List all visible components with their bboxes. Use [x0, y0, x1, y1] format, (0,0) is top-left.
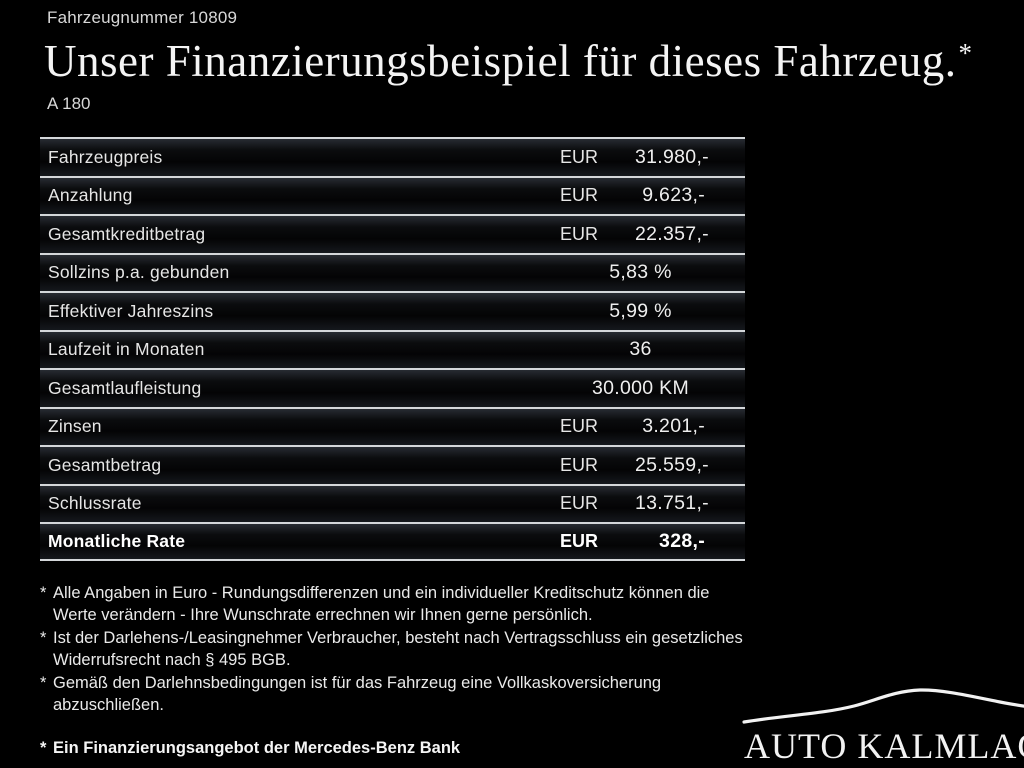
table-row: Monatliche Rate EUR 328,- — [40, 522, 745, 561]
table-row: Fahrzeugpreis EUR 31.980,- — [40, 137, 745, 176]
row-label: Gesamtlaufleistung — [48, 377, 202, 398]
footnote-text: Alle Angaben in Euro - Rundungsdifferenz… — [53, 584, 710, 624]
car-silhouette-icon — [742, 688, 1024, 724]
row-currency: EUR — [560, 493, 599, 514]
title-asterisk: * — [958, 38, 973, 68]
row-label: Gesamtbetrag — [48, 454, 162, 475]
footnote: * Ein Finanzierungsangebot der Mercedes-… — [40, 737, 745, 759]
row-value: 328,- — [659, 529, 705, 552]
footnote-marker: * — [40, 629, 47, 647]
table-row: Sollzins p.a. gebunden 5,83 % — [40, 252, 745, 291]
row-currency: EUR — [560, 185, 599, 206]
row-value: 30.000 KM — [591, 376, 689, 399]
footnote-marker: * — [40, 674, 47, 692]
row-label: Effektiver Jahreszins — [48, 300, 214, 321]
financing-table: Fahrzeugpreis EUR 31.980,- Anzahlung EUR… — [40, 137, 745, 561]
table-row: Gesamtlaufleistung 30.000 KM — [40, 368, 745, 407]
footnote-text: Ist der Darlehens-/Leasingnehmer Verbrau… — [53, 629, 743, 669]
row-label: Zinsen — [48, 416, 102, 437]
row-label: Fahrzeugpreis — [48, 146, 163, 167]
footnote-marker: * — [40, 584, 47, 602]
table-row: Effektiver Jahreszins 5,99 % — [40, 291, 745, 330]
row-value: 5,83 % — [609, 261, 672, 284]
footnote: * Gemäß den Darlehnsbedingungen ist für … — [40, 672, 745, 716]
footnote-marker: * — [40, 739, 47, 757]
row-label: Sollzins p.a. gebunden — [48, 262, 230, 283]
vehicle-model: A 180 — [47, 94, 91, 114]
footnote-text: Ein Finanzierungsangebot der Mercedes-Be… — [53, 739, 461, 757]
row-currency: EUR — [560, 416, 599, 437]
row-value: 5,99 % — [609, 299, 672, 322]
footnote-text: Gemäß den Darlehnsbedingungen ist für da… — [53, 674, 662, 714]
table-row: Anzahlung EUR 9.623,- — [40, 175, 745, 214]
vehicle-number: Fahrzeugnummer 10809 — [47, 8, 238, 27]
row-value: 25.559,- — [635, 453, 709, 476]
row-value: 31.980,- — [635, 145, 709, 168]
row-currency: EUR — [560, 146, 599, 167]
row-value: 3.201,- — [642, 415, 705, 438]
row-label: Anzahlung — [48, 185, 133, 206]
row-label: Monatliche Rate — [48, 530, 186, 551]
row-currency: EUR — [560, 454, 599, 475]
row-value: 13.751,- — [635, 492, 709, 515]
footnote: * Alle Angaben in Euro - Rundungsdiffere… — [40, 582, 745, 626]
dealer-name: AUTO KALMLAGE — [744, 726, 1024, 766]
table-row: Gesamtkreditbetrag EUR 22.357,- — [40, 214, 745, 253]
row-label: Laufzeit in Monaten — [48, 339, 205, 360]
footnotes: * Alle Angaben in Euro - Rundungsdiffere… — [40, 582, 745, 760]
row-value: 22.357,- — [635, 222, 709, 245]
page-title: Unser Finanzierungsbeispiel für dieses F… — [44, 36, 1004, 86]
table-row: Schlussrate EUR 13.751,- — [40, 483, 745, 522]
header: Fahrzeugnummer 10809 Unser Finanzierungs… — [44, 8, 1004, 114]
row-value: 36 — [629, 338, 652, 361]
dealer-logo: AUTO KALMLAGE — [742, 687, 1024, 768]
row-value: 9.623,- — [642, 184, 705, 207]
row-currency: EUR — [560, 223, 599, 244]
page-title-text: Unser Finanzierungsbeispiel für dieses F… — [44, 36, 957, 86]
row-label: Schlussrate — [48, 493, 142, 514]
table-row: Gesamtbetrag EUR 25.559,- — [40, 445, 745, 484]
row-label: Gesamtkreditbetrag — [48, 223, 206, 244]
footnote: * Ist der Darlehens-/Leasingnehmer Verbr… — [40, 627, 745, 671]
row-currency: EUR — [560, 530, 599, 551]
table-row: Laufzeit in Monaten 36 — [40, 329, 745, 368]
table-row: Zinsen EUR 3.201,- — [40, 406, 745, 445]
